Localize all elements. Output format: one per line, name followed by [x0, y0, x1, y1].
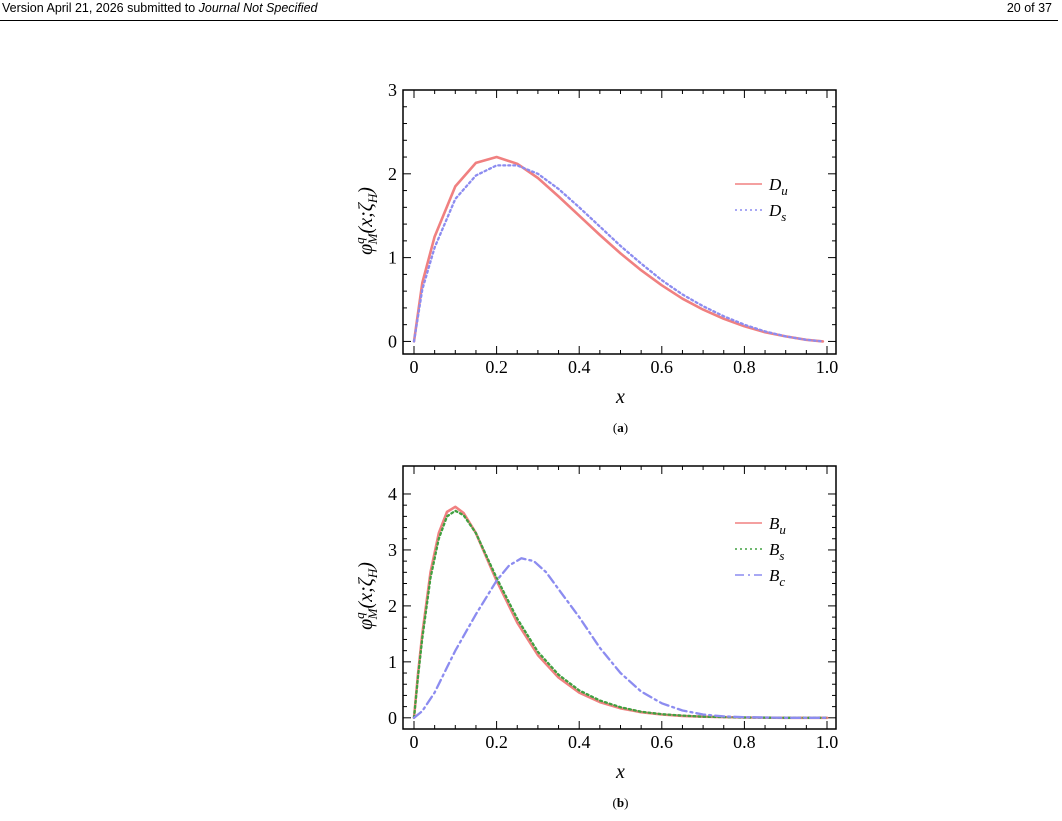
running-header: Version April 21, 2026 submitted to Jour… [2, 1, 317, 15]
x-tick-label: 1.0 [816, 732, 839, 752]
x-axis-label: x [615, 761, 625, 783]
y-tick-label: 0 [388, 708, 397, 728]
chart-panel-a: 0 0.2 0.4 0.6 0.8 1.0 0 1 2 3 Du Ds x φqM(x;ζH) (a) [352, 80, 838, 435]
legend: Du Ds [735, 175, 788, 224]
plot-frame [402, 465, 837, 730]
version-text: Version April 21, 2026 submitted to [2, 1, 199, 15]
plot-frame [402, 89, 837, 355]
y-tick-label: 4 [388, 484, 397, 504]
x-tick-label: 0.4 [568, 357, 591, 377]
header-rule [0, 20, 1058, 21]
y-axis-label: φqM(x;ζH) [352, 187, 380, 255]
figure-caption: (a) [613, 420, 628, 435]
journal-name: Journal Not Specified [198, 1, 318, 15]
y-tick-label: 3 [388, 540, 397, 560]
x-tick-label: 0.2 [485, 732, 508, 752]
legend-label: Du [768, 175, 788, 198]
legend: Bu Bs Bc [735, 514, 786, 589]
x-tick-label: 0.8 [733, 732, 756, 752]
y-tick-label: 3 [388, 80, 397, 100]
x-tick-label: 0.6 [651, 357, 674, 377]
series-line-b-c [412, 557, 829, 719]
x-tick-label: 0.4 [568, 732, 591, 752]
x-tick-label: 0 [410, 732, 419, 752]
page-number: 20 of 37 [1006, 1, 1052, 15]
legend-label: Bu [769, 514, 786, 537]
x-tick-label: 1.0 [816, 357, 839, 377]
y-tick-label: 2 [388, 596, 397, 616]
figure-caption: (b) [613, 795, 629, 810]
legend-label: Ds [768, 201, 786, 224]
x-tick-label: 0.6 [651, 732, 674, 752]
x-tick-label: 0.8 [733, 357, 756, 377]
x-tick-label: 0.2 [485, 357, 508, 377]
x-axis-label: x [615, 386, 625, 408]
y-axis-label: φqM(x;ζH) [352, 562, 380, 630]
y-tick-label: 1 [388, 652, 397, 672]
y-tick-label: 0 [388, 331, 397, 351]
x-tick-label: 0 [410, 357, 419, 377]
y-tick-label: 1 [388, 248, 397, 268]
legend-label: Bs [769, 540, 784, 563]
series-line-d-s [412, 164, 825, 343]
chart-panel-b: 0 0.2 0.4 0.6 0.8 1.0 0 1 2 3 4 Bu Bs Bc x φqM(x;ζH) (b) [352, 465, 839, 810]
y-tick-label: 2 [388, 164, 397, 184]
legend-label: Bc [769, 566, 785, 589]
series-line-b-s [412, 509, 829, 719]
